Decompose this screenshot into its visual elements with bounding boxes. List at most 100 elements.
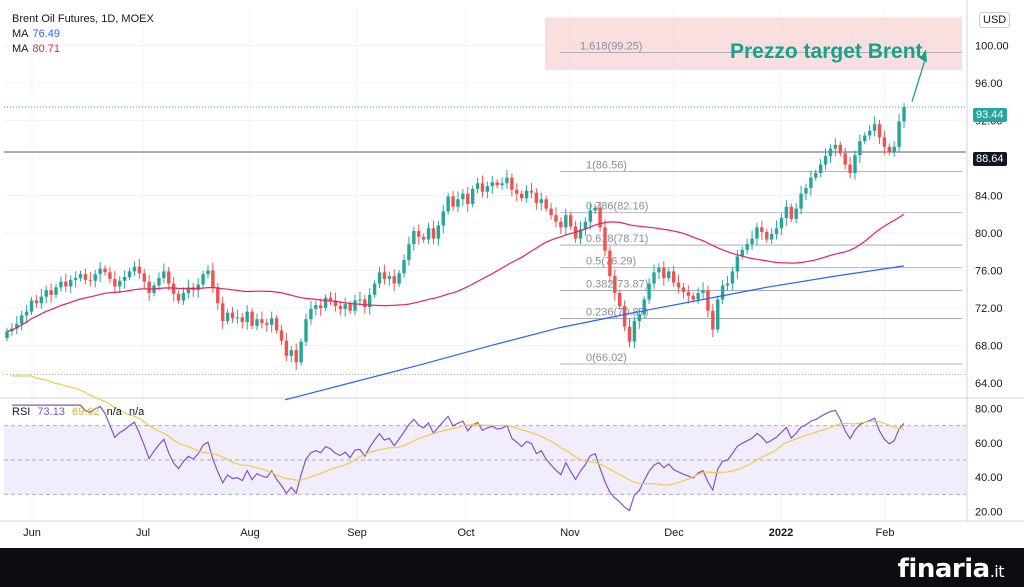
candle-body — [519, 193, 524, 199]
candle-body — [93, 274, 97, 281]
candle-body — [186, 287, 191, 293]
y-tick-label: 68.00 — [975, 340, 1003, 352]
candle-body — [622, 306, 627, 327]
candle-body — [706, 290, 710, 311]
x-tick-label: Oct — [457, 527, 474, 539]
candle-body — [686, 292, 691, 296]
y-tick-label: 100.00 — [975, 40, 1009, 52]
candle-body — [299, 341, 303, 363]
candle-body — [755, 227, 759, 239]
chart-svg[interactable]: 64.0068.0072.0076.0080.0084.0088.0092.00… — [0, 0, 1024, 548]
candle-body — [44, 290, 48, 297]
chart-area[interactable]: 64.0068.0072.0076.0080.0084.0088.0092.00… — [0, 0, 1024, 548]
rsi-tick-label: 20.00 — [975, 506, 1003, 518]
brand-suffix: .it — [989, 562, 1005, 581]
candle-body — [377, 272, 382, 284]
candle-body — [779, 217, 784, 229]
candle-body — [147, 281, 151, 293]
candle-body — [681, 287, 686, 293]
candle-body — [583, 221, 588, 230]
x-tick-label: Aug — [240, 527, 260, 539]
candle-body — [818, 164, 823, 173]
candle-body — [108, 272, 112, 279]
candle-body — [568, 215, 573, 227]
candle-body — [814, 172, 818, 178]
candle-body — [603, 227, 607, 251]
target-arrow-shaft — [911, 56, 927, 102]
candle-body — [59, 281, 63, 288]
candle-body — [216, 287, 220, 304]
candle-body — [446, 196, 450, 212]
candle-body — [892, 146, 896, 153]
rsi-value: 73.13 — [37, 406, 65, 418]
rsi-signal-line — [11, 375, 905, 486]
candle-body — [637, 314, 642, 322]
rsi-tick-label: 80.00 — [975, 404, 1003, 416]
candle-body — [559, 221, 563, 228]
candle-body — [294, 350, 298, 363]
ma-slow-legend: MA 80.71 — [12, 42, 154, 57]
currency-badge[interactable]: USD — [979, 12, 1011, 28]
candle-body — [671, 271, 676, 283]
candle-body — [240, 317, 244, 323]
candle-body — [255, 319, 259, 326]
candle-body — [539, 199, 543, 203]
candle-body — [466, 193, 470, 204]
brand-logo[interactable]: finaria.it — [897, 554, 1005, 584]
candle-body — [784, 206, 789, 218]
candle-body — [774, 228, 779, 234]
candle-body — [470, 188, 475, 204]
candle-body — [333, 300, 338, 307]
ma-fast-line — [284, 265, 905, 401]
candle-body — [353, 300, 357, 311]
chart-legend: Brent Oil Futures, 1D, MOEX MA 76.49 MA 80… — [12, 12, 154, 57]
y-tick-label: 84.00 — [975, 190, 1003, 202]
candle-body — [269, 318, 274, 325]
ma-slow-line — [6, 213, 905, 332]
candle-body — [456, 199, 460, 207]
candle-body — [882, 137, 887, 147]
y-tick-label: 76.00 — [975, 265, 1003, 277]
candle-body — [725, 283, 730, 286]
candle-body — [765, 232, 769, 240]
candle-body — [318, 305, 323, 308]
fib-label: 0(66.02) — [586, 352, 627, 364]
candle-body — [711, 310, 715, 330]
candle-body — [843, 153, 847, 165]
candle-body — [137, 266, 142, 274]
candle-body — [848, 164, 852, 173]
candle-body — [588, 210, 593, 222]
candle-body — [338, 306, 343, 309]
candle-body — [392, 276, 396, 284]
brand-name: finaria — [897, 554, 991, 584]
fib-label: 0.236(70.87) — [586, 307, 648, 319]
candle-body — [196, 284, 200, 291]
candle-body — [902, 107, 906, 122]
candle-body — [475, 183, 480, 189]
x-tick-label: Sep — [347, 527, 367, 539]
candle-body — [201, 274, 205, 285]
candle-body — [402, 260, 406, 274]
candle-body — [608, 250, 612, 277]
candle-body — [578, 229, 583, 239]
candle-body — [524, 190, 529, 199]
candle-body — [304, 319, 308, 342]
line-price-tag: 88.64 — [973, 152, 1007, 166]
candle-body — [220, 303, 225, 322]
candle-body — [451, 196, 455, 207]
candle-body — [828, 148, 833, 157]
target-zone — [545, 17, 962, 70]
candle-body — [461, 193, 465, 200]
candle-body — [103, 268, 107, 273]
rsi-band — [4, 425, 966, 495]
candle-body — [260, 319, 264, 323]
candle-body — [617, 292, 622, 307]
rsi-label: RSI — [12, 406, 31, 418]
candle-body — [647, 283, 651, 300]
ma-slow-value: 80.71 — [32, 43, 61, 55]
candle-body — [598, 207, 602, 228]
candle-body — [387, 276, 392, 279]
candle-body — [436, 225, 441, 239]
candle-body — [490, 182, 494, 187]
candle-body — [323, 297, 328, 308]
